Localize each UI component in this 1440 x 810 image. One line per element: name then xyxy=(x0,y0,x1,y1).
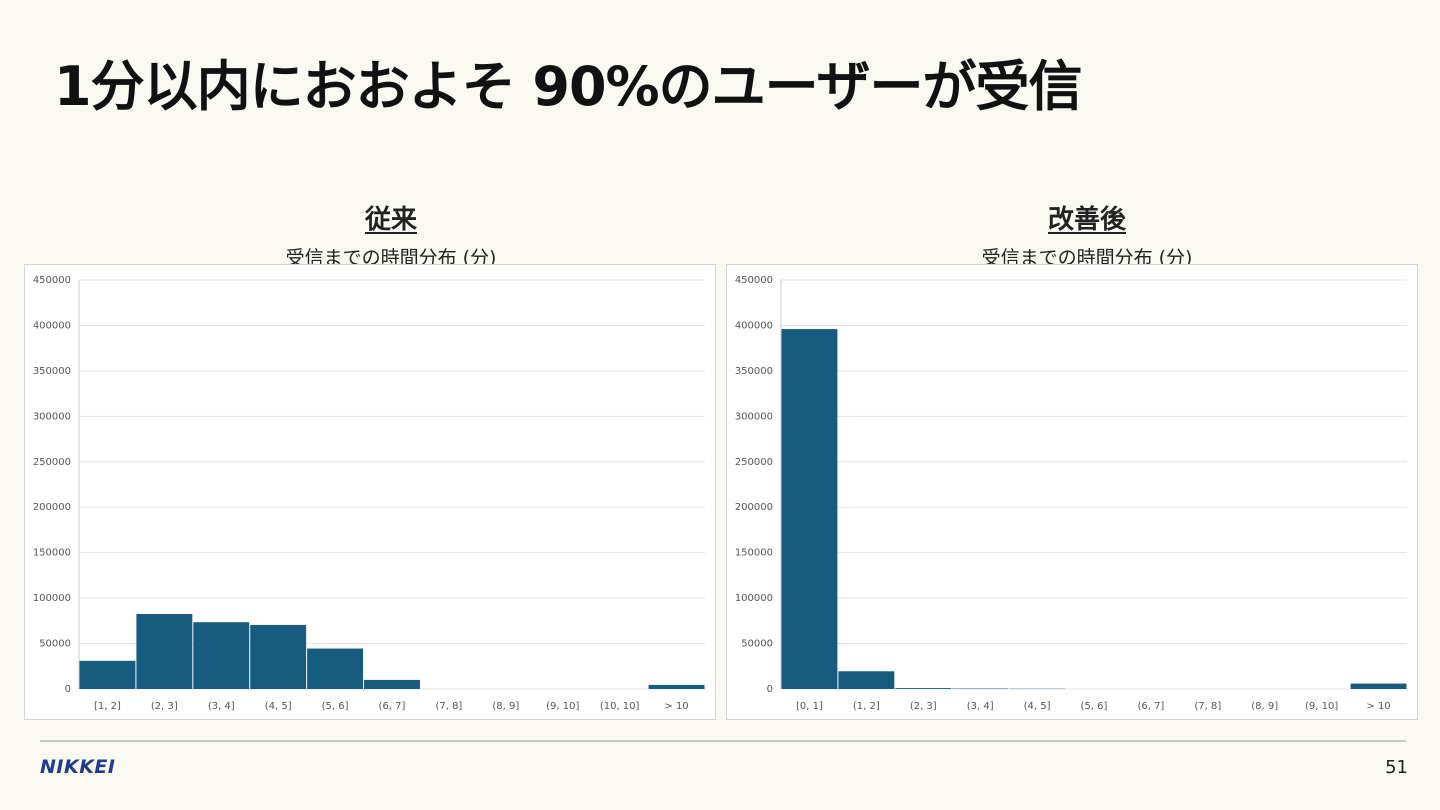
y-tick-label: 50000 xyxy=(39,639,71,650)
x-tick-label: (8, 9] xyxy=(492,701,519,712)
chart-panel-after: 0 50000 100000 150000 200000 250000 300000 3500… xyxy=(726,264,1418,720)
histogram-before: 0 50000 100000 150000 200000 250000 300000 3500… xyxy=(33,275,705,712)
bar xyxy=(79,660,136,689)
x-tick-label: > 10 xyxy=(664,701,688,712)
x-tick-label: (7, 8] xyxy=(435,701,462,712)
x-tick-label: [1, 2] xyxy=(94,701,121,712)
y-tick-label: 400000 xyxy=(735,320,773,331)
chart-title-before: 受信までの時間分布 (分) xyxy=(285,247,497,269)
bar xyxy=(648,684,705,689)
x-tick-label: (9, 10] xyxy=(546,701,579,712)
bar xyxy=(781,329,838,689)
chart-heading-before: 従来 xyxy=(364,205,417,235)
y-tick-label: 50000 xyxy=(741,639,773,650)
y-tick-label: 350000 xyxy=(735,366,773,377)
page-number: 51 xyxy=(1385,757,1408,778)
y-tick-label: 300000 xyxy=(33,411,71,422)
x-tick-label: (5, 6] xyxy=(322,701,349,712)
x-tick-label: (5, 6] xyxy=(1081,701,1108,712)
chart-heading-after: 改善後 xyxy=(1047,205,1126,235)
x-tick-label: (7, 8] xyxy=(1194,701,1221,712)
x-tick-label: (3, 4] xyxy=(208,701,235,712)
y-tick-label: 200000 xyxy=(735,502,773,513)
x-tick-label: (9, 10] xyxy=(1305,701,1338,712)
y-tick-label: 200000 xyxy=(33,502,71,513)
x-tick-label: (6, 7] xyxy=(379,701,406,712)
x-tick-label: > 10 xyxy=(1366,701,1390,712)
bar xyxy=(307,648,364,689)
x-tick-label: (8, 9] xyxy=(1251,701,1278,712)
y-tick-label: 150000 xyxy=(33,548,71,559)
y-tick-label: 150000 xyxy=(735,548,773,559)
x-tick-label: (1, 2] xyxy=(853,701,880,712)
bar xyxy=(838,671,895,689)
bar xyxy=(250,624,307,689)
y-tick-label: 0 xyxy=(767,684,773,695)
y-tick-label: 0 xyxy=(65,684,71,695)
x-tick-label: (6, 7] xyxy=(1137,701,1164,712)
chart-panel-before: 0 50000 100000 150000 200000 250000 300000 3500… xyxy=(24,264,716,720)
bar xyxy=(895,688,952,689)
y-tick-label: 250000 xyxy=(33,457,71,468)
x-tick-label: (4, 5] xyxy=(265,701,292,712)
x-tick-label: [0, 1] xyxy=(796,701,823,712)
x-tick-label: (2, 3] xyxy=(910,701,937,712)
y-tick-label: 450000 xyxy=(735,275,773,286)
y-tick-label: 100000 xyxy=(735,593,773,604)
slide-title: 1分以内におおよそ 90%のユーザーが受信 xyxy=(54,55,1083,118)
nikkei-logo: NIKKEI xyxy=(40,756,116,778)
bar xyxy=(364,679,420,689)
x-tick-label: (10, 10] xyxy=(600,701,640,712)
bar xyxy=(1350,683,1407,689)
chart-title-after: 受信までの時間分布 (分) xyxy=(981,247,1193,269)
x-tick-label: (3, 4] xyxy=(967,701,994,712)
histogram-after: 0 50000 100000 150000 200000 250000 300000 3500… xyxy=(735,275,1407,712)
bar xyxy=(136,614,193,689)
bar xyxy=(193,622,250,689)
y-tick-label: 350000 xyxy=(33,366,71,377)
footer-divider xyxy=(40,740,1406,742)
y-tick-label: 250000 xyxy=(735,457,773,468)
x-tick-label: (2, 3] xyxy=(151,701,178,712)
x-tick-label: (4, 5] xyxy=(1024,701,1051,712)
y-tick-label: 400000 xyxy=(33,320,71,331)
y-tick-label: 100000 xyxy=(33,593,71,604)
y-tick-label: 450000 xyxy=(33,275,71,286)
y-tick-label: 300000 xyxy=(735,411,773,422)
